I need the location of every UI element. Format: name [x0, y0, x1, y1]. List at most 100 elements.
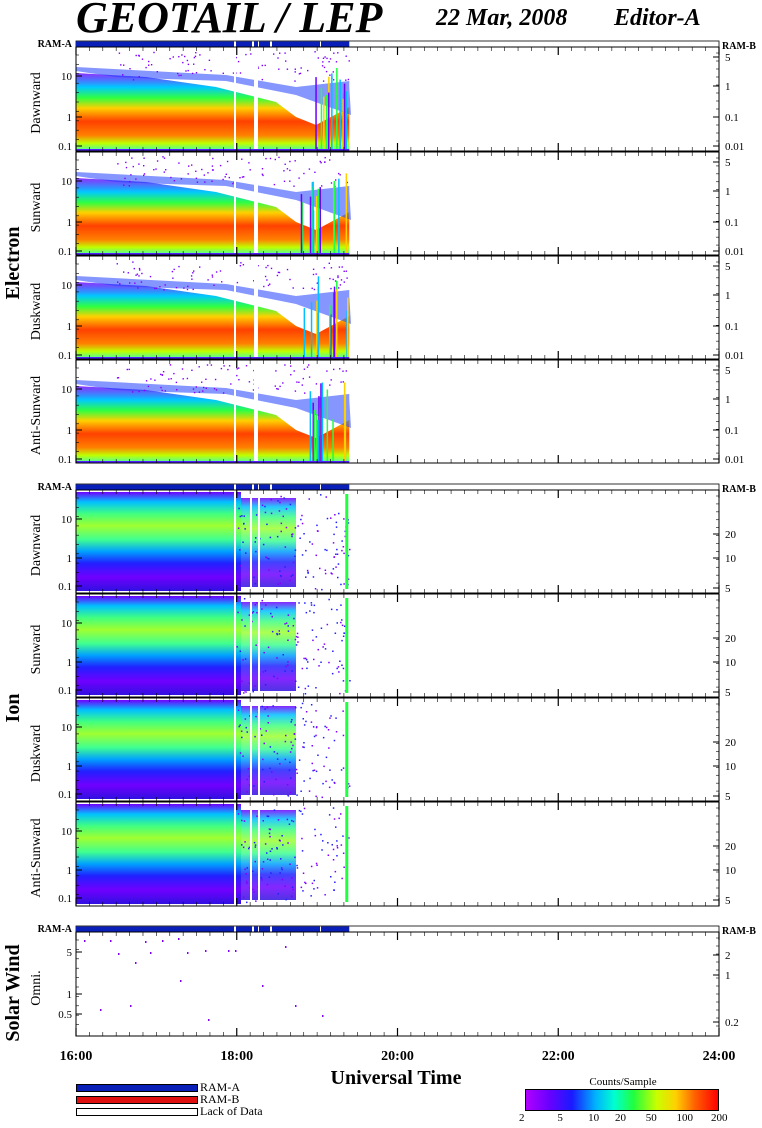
speckle: [337, 52, 339, 54]
group-label-solar-wind: Solar Wind: [2, 944, 24, 1041]
sw-data-point: [187, 952, 189, 954]
data-gap: [258, 596, 260, 697]
speckle: [238, 790, 240, 793]
speckle: [329, 769, 331, 771]
panel-label: Duskward: [29, 283, 44, 341]
speckle: [329, 277, 331, 280]
speckle: [236, 646, 238, 648]
speckle: [326, 370, 328, 372]
speckle: [264, 64, 266, 67]
speckle: [279, 501, 281, 504]
speckle: [130, 174, 132, 176]
speckle: [332, 542, 335, 544]
speckle: [138, 275, 140, 277]
speckle: [295, 644, 298, 646]
speckle: [327, 842, 329, 844]
speckle: [285, 734, 287, 737]
spike: [310, 302, 313, 359]
speckle: [148, 64, 150, 66]
speckle: [330, 572, 332, 574]
speckle: [305, 576, 307, 578]
speckle: [299, 72, 302, 75]
speckle: [300, 810, 302, 813]
speckle: [342, 852, 345, 854]
speckle: [145, 66, 147, 69]
speckle: [269, 283, 271, 285]
spike: [328, 92, 330, 151]
speckle: [260, 877, 263, 879]
speckle: [201, 381, 203, 383]
speckle: [245, 691, 247, 693]
speckle: [165, 169, 167, 171]
speckle: [164, 390, 166, 392]
speckle: [276, 274, 279, 277]
speckle: [336, 622, 338, 624]
speckle: [222, 72, 224, 74]
sw-data-point: [145, 941, 147, 943]
speckle: [330, 287, 332, 290]
y-tick-label-right: 20: [725, 841, 737, 853]
colorbar-title: Counts/Sample: [589, 1076, 657, 1088]
speckle: [308, 376, 311, 378]
y-tick-label-right: 1: [725, 186, 731, 198]
speckle: [275, 778, 277, 781]
speckle: [271, 630, 274, 633]
speckle: [245, 726, 247, 729]
legend-ram-b-swatch: [76, 1096, 198, 1104]
y-tick-label-right: 20: [725, 633, 737, 645]
speckle: [347, 783, 350, 785]
speckle: [254, 735, 256, 738]
status-bar-gap: [252, 926, 254, 932]
speckle: [252, 611, 255, 613]
speckle: [310, 704, 313, 706]
speckle: [265, 604, 267, 606]
speckle: [313, 888, 315, 890]
speckle: [331, 573, 333, 575]
speckle: [264, 708, 266, 710]
speckle: [210, 364, 213, 366]
y-tick-label-right: 10: [725, 657, 737, 669]
speckle: [248, 162, 250, 164]
speckle: [277, 893, 279, 895]
spike: [345, 173, 348, 255]
y-tick-label-left: 10: [61, 722, 73, 734]
speckle: [332, 848, 335, 851]
speckle: [255, 602, 258, 604]
panel-label: Dawnward: [29, 515, 44, 576]
y-tick-label-right: 5: [725, 687, 731, 699]
speckle: [135, 54, 137, 57]
speckle: [248, 784, 251, 786]
speckle: [180, 74, 182, 77]
speckle: [286, 818, 289, 821]
speckle: [183, 287, 185, 289]
speckle: [281, 835, 283, 837]
speckle: [245, 873, 247, 875]
speckle: [335, 826, 337, 828]
speckle: [314, 834, 317, 837]
speckle: [180, 178, 183, 180]
speckle: [239, 265, 242, 267]
y-tick-label-right: 20: [725, 529, 737, 541]
speckle: [349, 680, 351, 682]
speckle: [196, 181, 199, 183]
speckle: [335, 731, 338, 733]
spike: [326, 389, 329, 463]
speckle: [178, 162, 180, 164]
speckle: [267, 264, 269, 267]
y-tick-label-right: 5: [725, 157, 731, 169]
speckle: [118, 52, 121, 54]
speckle: [252, 389, 255, 391]
speckle: [340, 844, 343, 846]
speckle: [273, 751, 276, 753]
status-label-right: RAM-B: [722, 41, 756, 52]
speckle: [249, 169, 251, 171]
speckle: [274, 385, 276, 387]
speckle: [262, 820, 264, 822]
speckle: [328, 814, 331, 816]
speckle: [320, 494, 322, 496]
speckle: [210, 70, 212, 72]
speckle: [312, 576, 315, 578]
speckle: [321, 796, 323, 799]
speckle: [276, 657, 278, 659]
data-gap: [234, 49, 236, 151]
